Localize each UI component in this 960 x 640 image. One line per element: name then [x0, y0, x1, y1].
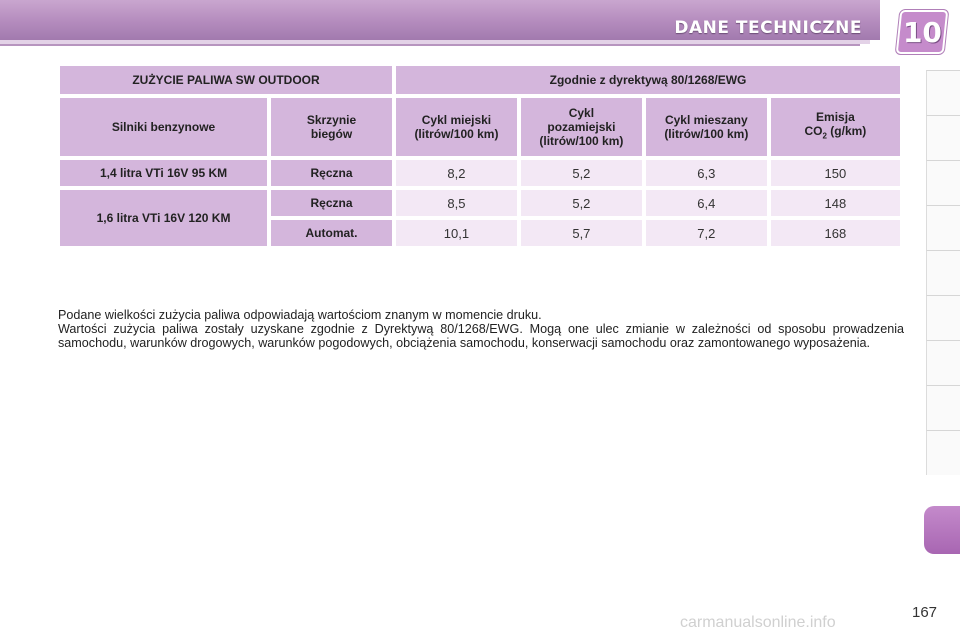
header-band: [0, 0, 880, 40]
header-emission-line1: Emisja: [816, 110, 855, 125]
urban-cell: 8,2: [395, 160, 517, 186]
engine-cell: 1,4 litra VTi 16V 95 KM: [60, 160, 268, 186]
mixed-cell: 7,2: [645, 220, 767, 246]
table-row: 1,4 litra VTi 16V 95 KM Ręczna 8,2 5,2 6…: [60, 160, 900, 186]
header-extra-urban: Cykl pozamiejski (litrów/100 km): [520, 98, 642, 156]
page-number: 167: [912, 604, 938, 621]
chapter-title: DANE TECHNICZNE: [674, 18, 862, 38]
header-mixed: Cykl mieszany (litrów/100 km): [645, 98, 767, 156]
header-stripe-dark: [0, 44, 860, 46]
header-urban: Cykl miejski (litrów/100 km): [395, 98, 517, 156]
header-extra-line1: Cykl: [568, 106, 595, 120]
chapter-number-badge: 10: [895, 10, 949, 54]
chapter-tab-10-active[interactable]: [924, 506, 960, 554]
header-emission: Emisja CO2 (g/km): [770, 98, 900, 156]
page-header: DANE TECHNICZNE 10: [0, 0, 960, 54]
extra-urban-cell: 5,2: [520, 190, 642, 216]
chapter-tab-9[interactable]: [926, 430, 960, 475]
notes-text: Podane wielkości zużycia paliwa odpowiad…: [58, 308, 904, 350]
extra-urban-cell: 5,2: [520, 160, 642, 186]
watermark: carmanualsonline.info: [680, 614, 836, 631]
header-gearbox-line2: biegów: [310, 127, 353, 141]
table-row: 1,6 litra VTi 16V 120 KM Ręczna 8,5 5,2 …: [60, 190, 900, 246]
chapter-tab-4[interactable]: [926, 205, 960, 250]
table-row: Automat. 10,1 5,7 7,2 168: [60, 220, 900, 246]
header-engines: Silniki benzynowe: [60, 98, 268, 156]
table-title-left: ZUŻYCIE PALIWA SW OUTDOOR: [60, 66, 392, 94]
chapter-tab-3[interactable]: [926, 160, 960, 205]
co2-cell: 168: [770, 220, 900, 246]
header-mixed-line2: (litrów/100 km): [664, 127, 749, 141]
mixed-cell: 6,4: [645, 190, 767, 216]
chapter-tab-2[interactable]: [926, 115, 960, 160]
urban-cell: 10,1: [395, 220, 517, 246]
header-stripe: [0, 40, 870, 44]
header-gearbox: Skrzynie biegów: [271, 98, 392, 156]
fuel-consumption-table: ZUŻYCIE PALIWA SW OUTDOOR Zgodnie z dyre…: [56, 62, 904, 250]
note-line-1: Podane wielkości zużycia paliwa odpowiad…: [58, 308, 542, 322]
gearbox-cell: Ręczna: [271, 190, 392, 216]
chapter-tab-7[interactable]: [926, 340, 960, 385]
table-title-row: ZUŻYCIE PALIWA SW OUTDOOR Zgodnie z dyre…: [60, 66, 900, 94]
engine-cell: 1,6 litra VTi 16V 120 KM: [60, 190, 268, 246]
header-extra-line2: pozamiejski: [547, 120, 616, 134]
table-title-right: Zgodnie z dyrektywą 80/1268/EWG: [395, 66, 900, 94]
co2-cell: 150: [770, 160, 900, 186]
header-urban-line1: Cykl miejski: [421, 113, 492, 127]
chapter-number: 10: [902, 15, 942, 49]
table-header-row: Silniki benzynowe Skrzynie biegów Cykl m…: [60, 98, 900, 156]
urban-cell: 8,5: [395, 190, 517, 216]
chapter-tab-5[interactable]: [926, 250, 960, 295]
header-emission-unit: (g/km): [826, 124, 867, 139]
chapter-tab-8[interactable]: [926, 385, 960, 430]
gearbox-cell: Ręczna: [271, 160, 392, 186]
header-urban-line2: (litrów/100 km): [414, 127, 499, 141]
chapter-tab-1[interactable]: [926, 70, 960, 115]
chapter-tabs: [924, 70, 960, 570]
mixed-cell: 6,3: [645, 160, 767, 186]
header-emission-sub: 2: [822, 131, 827, 141]
gearbox-cell: Automat.: [271, 220, 392, 246]
chapter-tab-6[interactable]: [926, 295, 960, 340]
header-gearbox-line1: Skrzynie: [306, 113, 357, 127]
co2-cell: 148: [770, 190, 900, 216]
note-line-2: Wartości zużycia paliwa zostały uzyskane…: [58, 322, 904, 350]
header-emission-co: CO: [804, 124, 823, 139]
extra-urban-cell: 5,7: [520, 220, 642, 246]
header-extra-line3: (litrów/100 km): [539, 134, 624, 148]
header-mixed-line1: Cykl mieszany: [664, 113, 748, 127]
